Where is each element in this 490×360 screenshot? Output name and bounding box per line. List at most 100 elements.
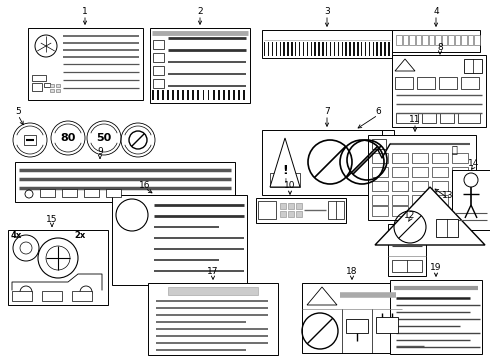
- Text: i: i: [284, 178, 286, 184]
- Text: 13: 13: [442, 190, 454, 199]
- Bar: [289, 42, 291, 56]
- Bar: [316, 153, 336, 169]
- Bar: [365, 42, 366, 56]
- Bar: [280, 211, 286, 217]
- Bar: [193, 90, 195, 100]
- Bar: [200, 90, 202, 100]
- Bar: [417, 77, 435, 89]
- Bar: [432, 181, 448, 191]
- Text: 4: 4: [433, 8, 439, 17]
- Bar: [233, 90, 235, 100]
- Bar: [295, 42, 296, 56]
- Bar: [177, 90, 179, 100]
- Bar: [160, 90, 162, 100]
- Bar: [32, 83, 42, 91]
- Text: 9: 9: [97, 148, 103, 157]
- Bar: [153, 79, 164, 88]
- Bar: [340, 42, 341, 56]
- Text: 2: 2: [197, 8, 203, 17]
- Bar: [112, 195, 247, 285]
- Bar: [402, 35, 408, 45]
- Bar: [15, 162, 235, 202]
- Bar: [302, 283, 402, 353]
- Bar: [202, 90, 204, 100]
- Bar: [395, 77, 413, 89]
- Bar: [162, 90, 164, 100]
- Bar: [368, 42, 370, 56]
- Bar: [392, 153, 408, 163]
- Bar: [439, 77, 457, 89]
- Bar: [370, 42, 372, 56]
- Bar: [266, 42, 268, 56]
- Bar: [44, 83, 50, 87]
- Bar: [320, 42, 321, 56]
- Bar: [276, 42, 277, 56]
- Bar: [461, 77, 479, 89]
- Bar: [301, 42, 302, 56]
- Text: 7: 7: [324, 108, 330, 117]
- Bar: [12, 291, 32, 301]
- Bar: [313, 42, 314, 56]
- Text: 19: 19: [430, 264, 442, 273]
- Bar: [328, 42, 329, 56]
- Bar: [441, 35, 447, 45]
- Bar: [376, 317, 398, 333]
- Bar: [392, 206, 408, 216]
- Bar: [305, 42, 306, 56]
- Bar: [474, 35, 480, 45]
- Bar: [287, 42, 289, 56]
- Bar: [422, 113, 436, 123]
- Bar: [270, 173, 300, 187]
- Bar: [175, 90, 176, 100]
- Bar: [372, 139, 386, 149]
- Bar: [268, 42, 270, 56]
- Bar: [382, 42, 384, 56]
- Bar: [357, 42, 359, 56]
- Bar: [317, 42, 318, 56]
- Bar: [432, 167, 448, 177]
- Bar: [372, 42, 374, 56]
- Bar: [452, 181, 468, 191]
- Bar: [316, 134, 336, 150]
- Bar: [432, 153, 448, 163]
- Bar: [386, 42, 388, 56]
- Text: !: !: [282, 163, 288, 176]
- Bar: [351, 42, 353, 56]
- Bar: [299, 42, 300, 56]
- Bar: [392, 181, 408, 191]
- Bar: [334, 42, 335, 56]
- Bar: [396, 35, 401, 45]
- Bar: [32, 75, 46, 81]
- Bar: [372, 195, 388, 205]
- Bar: [452, 153, 468, 163]
- Text: 17: 17: [207, 267, 219, 276]
- Bar: [272, 42, 273, 56]
- Bar: [297, 42, 298, 56]
- Bar: [396, 113, 418, 123]
- Bar: [210, 90, 212, 100]
- Bar: [343, 42, 345, 56]
- Bar: [262, 30, 392, 58]
- Bar: [322, 42, 323, 56]
- Text: 11: 11: [409, 116, 421, 125]
- Bar: [40, 189, 55, 197]
- Text: 14: 14: [468, 158, 480, 167]
- Text: 4x: 4x: [10, 231, 22, 240]
- Bar: [347, 42, 349, 56]
- Bar: [172, 90, 174, 100]
- Bar: [461, 35, 466, 45]
- Text: 1: 1: [82, 8, 88, 17]
- Bar: [190, 90, 192, 100]
- Bar: [170, 90, 172, 100]
- Text: 2x: 2x: [74, 231, 86, 240]
- Bar: [241, 90, 243, 100]
- Bar: [440, 113, 454, 123]
- Bar: [388, 224, 426, 276]
- Bar: [372, 206, 388, 216]
- Bar: [296, 203, 302, 209]
- Bar: [307, 42, 308, 56]
- Bar: [392, 195, 408, 205]
- Bar: [153, 66, 164, 75]
- Bar: [464, 59, 482, 73]
- Bar: [342, 42, 343, 56]
